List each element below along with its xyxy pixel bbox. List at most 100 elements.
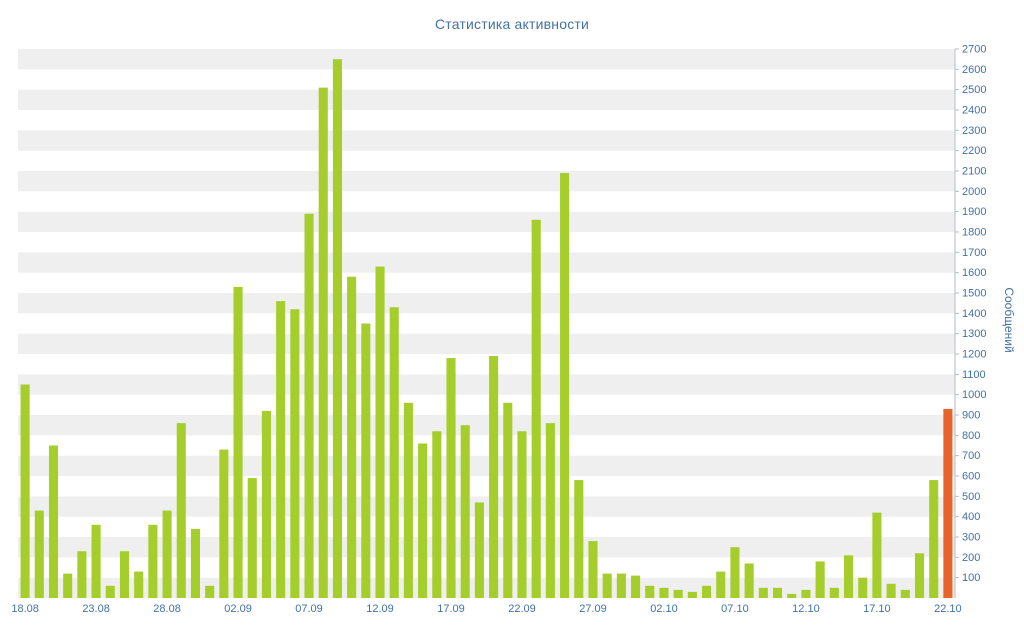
bar-22.10[interactable]: 22.10: 930: [943, 408, 953, 598]
bar-04.09[interactable]: 04.09: 920: [261, 410, 271, 598]
plot-band: [18, 272, 955, 293]
y-tick-label: 2200: [962, 145, 986, 157]
bar-11.09[interactable]: 11.09: 1350: [361, 323, 371, 599]
bar-08.10[interactable]: 08.10: 170: [744, 563, 754, 598]
bar-23.09[interactable]: 23.09: 1860: [531, 219, 541, 599]
bar-14.09[interactable]: 14.09: 960: [403, 402, 413, 598]
bar-06.09[interactable]: 06.09: 1420: [290, 309, 300, 598]
bar-05.09[interactable]: 05.09: 1460: [276, 301, 286, 598]
plot-band: [18, 171, 955, 192]
bar-19.08[interactable]: 19.08: 430: [34, 510, 44, 598]
bar-19.09[interactable]: 19.09: 470: [474, 502, 484, 598]
y-tick-label: 1300: [962, 328, 986, 340]
bar-20.09[interactable]: 20.09: 1190: [489, 356, 499, 598]
bar-27.09[interactable]: 27.09: 280: [588, 541, 598, 598]
x-tick-label: 07.09: [295, 603, 323, 615]
bar-07.09[interactable]: 07.09: 1890: [304, 213, 314, 598]
bar-07.10[interactable]: 07.10: 250: [730, 547, 740, 598]
bar-24.08[interactable]: 24.08: 60: [105, 585, 115, 598]
y-tick-label: 2400: [962, 105, 986, 117]
bar-25.08[interactable]: 25.08: 230: [119, 551, 130, 598]
bar-24.09[interactable]: 24.09: 860: [545, 423, 555, 598]
x-tick-label: 23.08: [82, 603, 110, 615]
plot-band: [18, 476, 955, 497]
bar-02.10[interactable]: 02.10: 50: [659, 587, 669, 598]
bar-20.08[interactable]: 20.08: 750: [48, 445, 59, 599]
plot-band: [18, 435, 955, 456]
bar-26.09[interactable]: 26.09: 580: [574, 480, 584, 598]
bar-18.08[interactable]: 18.08: 1050: [20, 384, 30, 599]
bar-16.10[interactable]: 16.10: 100: [858, 577, 868, 598]
bar-15.09[interactable]: 15.09: 760: [418, 443, 428, 598]
bar-29.08[interactable]: 29.08: 860: [176, 423, 186, 598]
plot-band: [18, 557, 955, 578]
bar-12.10[interactable]: 12.10: 40: [801, 589, 811, 598]
bar-14.10[interactable]: 14.10: 50: [829, 587, 839, 598]
bar-29.09[interactable]: 29.09: 120: [616, 573, 626, 598]
bar-17.10[interactable]: 17.10: 420: [872, 512, 882, 598]
y-tick-label: 300: [962, 532, 980, 544]
bar-10.09[interactable]: 10.09: 1580: [347, 276, 357, 598]
bar-15.10[interactable]: 15.10: 210: [843, 555, 854, 598]
bar-25.09[interactable]: 25.09: 2090: [560, 173, 570, 598]
plot-band: [18, 150, 955, 171]
bar-13.10[interactable]: 13.10: 180: [815, 561, 825, 598]
plot-band: [18, 455, 955, 476]
bar-27.08[interactable]: 27.08: 360: [148, 524, 158, 598]
bar-05.10[interactable]: 05.10: 60: [702, 585, 712, 598]
bar-19.10[interactable]: 19.10: 40: [900, 589, 910, 598]
x-tick-label: 02.09: [224, 603, 252, 615]
y-tick-label: 1600: [962, 267, 986, 279]
bar-01.09[interactable]: 01.09: 730: [219, 449, 229, 598]
y-tick-label: 2700: [962, 44, 986, 56]
x-tick-label: 27.09: [579, 603, 607, 615]
bar-09.09[interactable]: 09.09: 2650: [332, 59, 342, 599]
y-tick-label: 2300: [962, 125, 986, 137]
bar-31.08[interactable]: 31.08: 60: [205, 585, 215, 598]
bar-21.08[interactable]: 21.08: 120: [63, 573, 73, 598]
bar-28.08[interactable]: 28.08: 430: [162, 510, 172, 598]
y-tick-label: 2600: [962, 64, 986, 76]
bar-22.08[interactable]: 22.08: 230: [77, 551, 87, 598]
bar-04.10[interactable]: 04.10: 30: [687, 591, 697, 598]
bar-03.10[interactable]: 03.10: 40: [673, 589, 683, 598]
y-tick-label: 1800: [962, 227, 986, 239]
bar-13.09[interactable]: 13.09: 1430: [389, 307, 399, 598]
bar-20.10[interactable]: 20.10: 220: [914, 553, 925, 598]
y-tick-label: 500: [962, 491, 980, 503]
bar-26.08[interactable]: 26.08: 130: [134, 571, 144, 598]
y-tick-label: 1500: [962, 288, 986, 300]
bar-06.10[interactable]: 06.10: 130: [716, 571, 726, 598]
bar-08.09[interactable]: 08.09: 2510: [318, 87, 328, 598]
y-tick-label: 1700: [962, 247, 986, 259]
bar-16.09[interactable]: 16.09: 820: [432, 431, 442, 598]
y-tick-label: 1200: [962, 349, 986, 361]
bar-03.09[interactable]: 03.09: 590: [247, 478, 257, 598]
bar-09.10[interactable]: 09.10: 50: [758, 587, 768, 598]
bar-01.10[interactable]: 01.10: 60: [645, 585, 655, 598]
bar-22.09[interactable]: 22.09: 820: [517, 431, 527, 598]
y-tick-label: 1400: [962, 308, 986, 320]
bar-12.09[interactable]: 12.09: 1630: [375, 266, 385, 598]
bar-02.09[interactable]: 02.09: 1530: [233, 286, 243, 598]
bar-28.09[interactable]: 28.09: 120: [602, 573, 612, 598]
plot-band: [18, 354, 955, 375]
bar-18.10[interactable]: 18.10: 70: [886, 583, 896, 598]
plot-band: [18, 110, 955, 131]
y-tick-label: 1900: [962, 206, 986, 218]
bar-11.10[interactable]: 11.10: 20: [787, 593, 797, 598]
x-tick-label: 17.10: [863, 603, 891, 615]
bar-21.09[interactable]: 21.09: 960: [503, 402, 513, 598]
y-tick-label: 800: [962, 430, 980, 442]
bar-30.08[interactable]: 30.08: 340: [190, 528, 201, 598]
bar-18.09[interactable]: 18.09: 850: [460, 425, 470, 598]
bar-30.09[interactable]: 30.09: 110: [631, 575, 641, 598]
plot-band: [18, 232, 955, 253]
plot-band: [18, 374, 955, 395]
bar-21.10[interactable]: 21.10: 580: [929, 480, 939, 598]
bar-17.09[interactable]: 17.09: 1180: [446, 358, 456, 598]
plot-band: [18, 496, 955, 517]
bar-23.08[interactable]: 23.08: 360: [91, 524, 101, 598]
y-tick-label: 100: [962, 572, 980, 584]
bar-10.10[interactable]: 10.10: 50: [772, 587, 783, 598]
